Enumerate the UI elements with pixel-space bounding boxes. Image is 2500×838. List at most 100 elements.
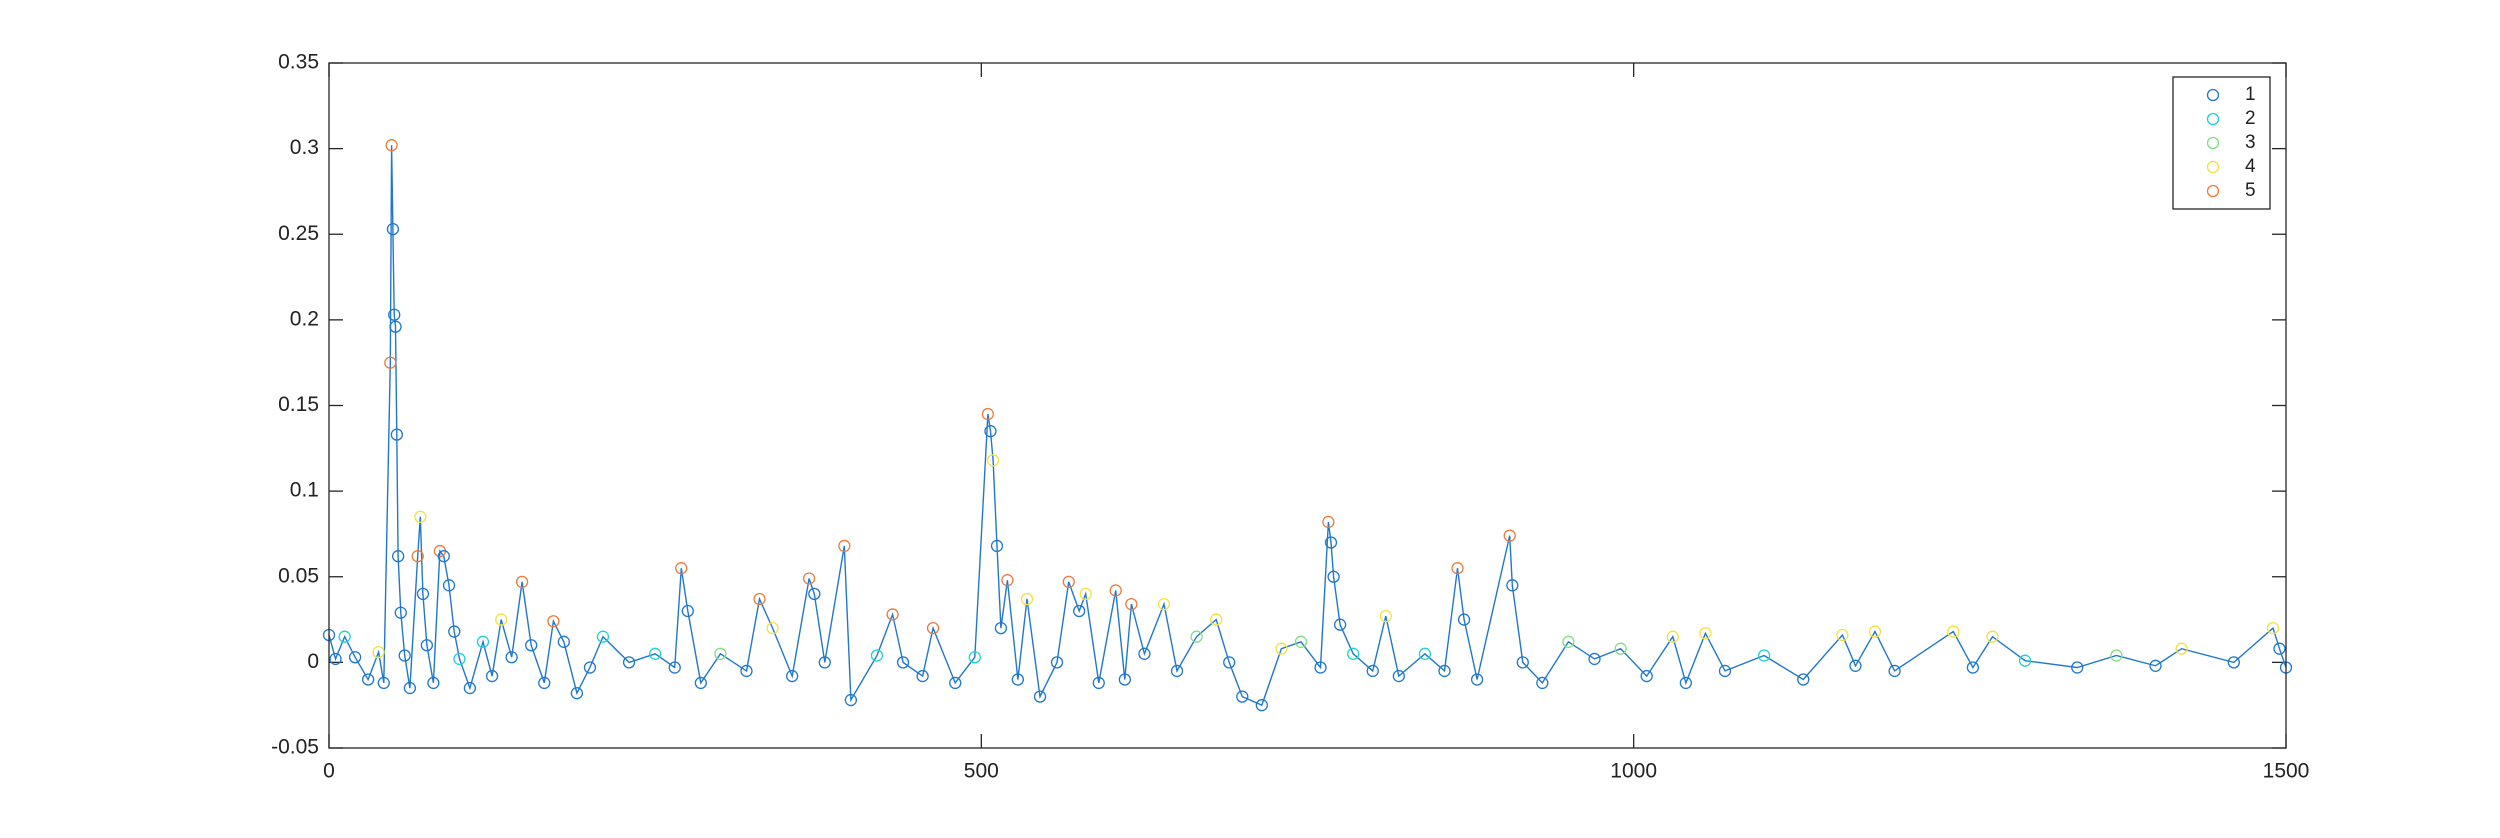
- data-point: [547, 615, 560, 628]
- plot-area: [329, 63, 2286, 748]
- data-point: [1986, 630, 1999, 643]
- data-point: [1324, 536, 1338, 549]
- data-point: [1223, 656, 1236, 669]
- legend-label: 2: [2245, 108, 2256, 129]
- data-point: [786, 669, 799, 683]
- data-point: [2149, 659, 2162, 672]
- data-point: [495, 613, 508, 626]
- data-point: [1757, 649, 1771, 662]
- data-point: [1966, 661, 1980, 674]
- legend-marker: [2206, 184, 2220, 198]
- data-point: [2110, 649, 2123, 662]
- data-point: [1366, 664, 1379, 678]
- data-point: [1109, 584, 1122, 597]
- data-point: [1033, 690, 1047, 703]
- data-point: [1322, 515, 1335, 529]
- data-point: [1470, 673, 1484, 686]
- data-point: [886, 608, 899, 621]
- data-point: [1255, 699, 1268, 712]
- data-point: [1868, 625, 1882, 638]
- data-point: [1092, 676, 1105, 690]
- legend-marker: [2206, 136, 2220, 150]
- data-point: [389, 320, 402, 333]
- data-point: [1157, 598, 1171, 611]
- data-point: [338, 630, 351, 643]
- data-point: [386, 222, 400, 236]
- x-tick-label: 0: [323, 760, 335, 783]
- data-point: [649, 647, 662, 660]
- data-point: [844, 693, 858, 707]
- y-tick-label: -0.05: [271, 736, 319, 759]
- data-point: [1347, 647, 1360, 660]
- y-tick-label: 0.05: [278, 564, 319, 587]
- data-point: [538, 676, 551, 690]
- legend-marker: [2206, 112, 2220, 126]
- data-point: [394, 606, 407, 619]
- data-point: [388, 308, 401, 321]
- data-point: [1836, 628, 1849, 642]
- data-point: [990, 539, 1004, 553]
- data-point: [1210, 613, 1223, 626]
- legend-marker: [2206, 88, 2220, 102]
- data-point: [1079, 587, 1092, 601]
- data-point: [981, 407, 995, 421]
- data-point: [1947, 625, 1960, 638]
- data-point: [1020, 592, 1034, 606]
- data-point: [818, 656, 831, 669]
- data-point: [391, 550, 405, 563]
- data-point: [1849, 659, 1862, 672]
- x-tick-label: 1500: [2263, 760, 2310, 783]
- y-tick-label: 0: [307, 650, 319, 673]
- data-point: [1170, 664, 1184, 678]
- data-point: [766, 621, 779, 635]
- data-point: [1125, 598, 1138, 611]
- legend-label: 4: [2245, 156, 2256, 177]
- legend-label: 1: [2245, 84, 2256, 105]
- legend-marker: [2206, 160, 2220, 174]
- y-tick-label: 0.3: [290, 136, 319, 159]
- data-point: [348, 651, 362, 664]
- data-point: [427, 676, 440, 690]
- data-point: [838, 539, 851, 553]
- data-point: [1457, 613, 1471, 626]
- data-point: [1379, 609, 1392, 623]
- data-point: [1614, 642, 1627, 655]
- data-point: [1451, 562, 1464, 575]
- data-point: [2273, 642, 2286, 655]
- data-point: [668, 661, 681, 674]
- data-point: [753, 592, 766, 606]
- data-point: [1138, 647, 1151, 660]
- data-point: [570, 687, 584, 700]
- data-point: [694, 676, 707, 690]
- data-point: [1118, 673, 1131, 686]
- data-point: [1562, 635, 1575, 648]
- data-point: [485, 669, 499, 683]
- y-tick-label: 0.2: [290, 307, 319, 330]
- data-point: [448, 625, 461, 638]
- data-point: [329, 652, 342, 666]
- data-point: [1640, 669, 1653, 683]
- data-point: [420, 639, 434, 652]
- data-point: [1888, 664, 1901, 678]
- data-point: [463, 681, 477, 695]
- data-point: [802, 572, 816, 585]
- legend: 1 2 3 4 5: [2172, 76, 2271, 210]
- data-point: [1294, 635, 1308, 648]
- data-point: [1679, 676, 1693, 690]
- data-point: [1314, 661, 1327, 674]
- data-point: [986, 454, 1000, 467]
- data-point: [2227, 656, 2240, 669]
- data-point: [385, 139, 398, 152]
- data-point: [675, 562, 688, 575]
- legend-label: 5: [2245, 180, 2256, 201]
- data-point: [525, 639, 538, 652]
- data-point: [1073, 604, 1086, 618]
- y-tick-label: 0.1: [290, 479, 319, 502]
- data-point: [1327, 570, 1340, 583]
- data-point: [361, 673, 375, 686]
- data-point: [2071, 661, 2084, 674]
- data-point: [1516, 656, 1529, 669]
- data-point: [453, 652, 466, 666]
- data-point: [403, 681, 417, 695]
